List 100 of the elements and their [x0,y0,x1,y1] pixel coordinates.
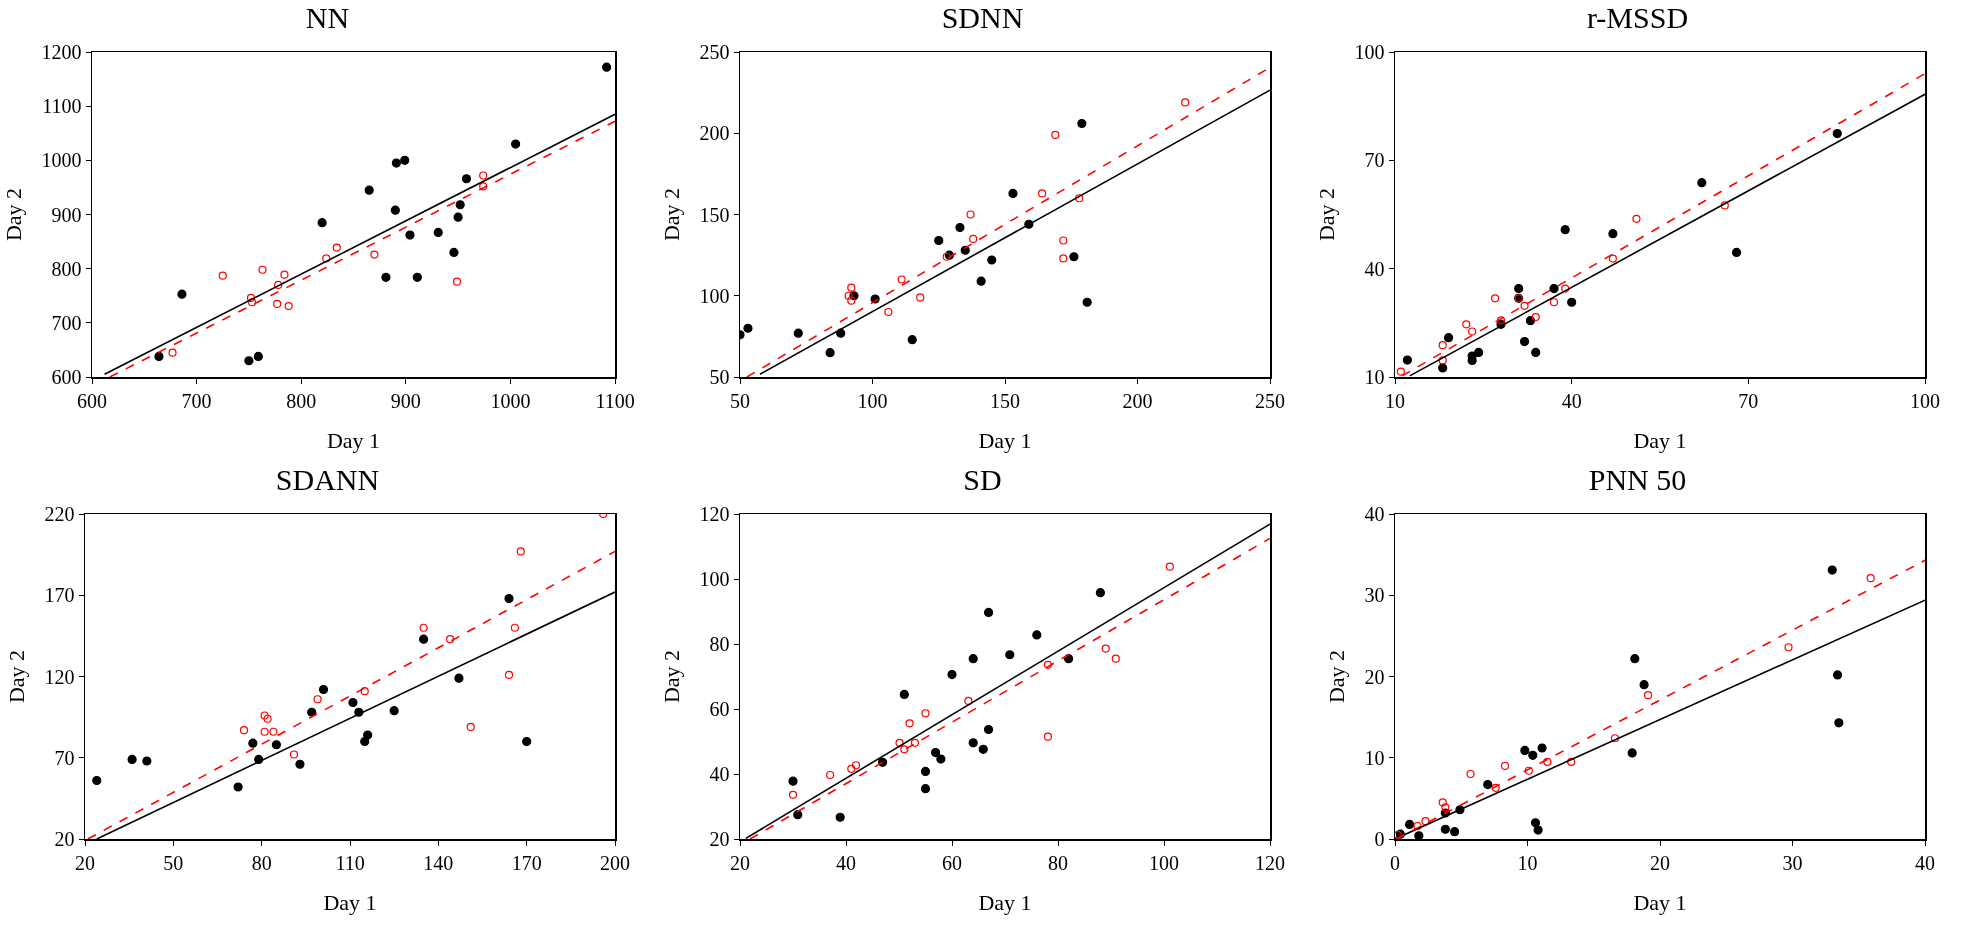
y-tick-label: 1200 [41,41,82,63]
chart-title: r-MSSD [1586,0,1689,34]
point [1402,355,1412,365]
chart-title: SD [963,462,1002,496]
point [1514,283,1524,294]
point [1075,194,1084,203]
x-tick-label: 700 [181,389,212,412]
point [239,726,249,735]
y-tick-label: 20 [709,828,730,850]
y-tick-label: 30 [1364,584,1385,607]
point [274,280,283,290]
point [1500,761,1510,770]
point [1421,817,1430,826]
x-tick-label: 600 [77,389,107,412]
point [177,289,187,299]
point [318,684,329,695]
point [452,277,462,286]
point [1632,214,1641,223]
y-tick-label: 70 [1364,149,1385,172]
point [390,205,400,215]
point [1643,691,1653,700]
point [233,782,243,792]
y-tick-label: 100 [699,284,730,307]
point [1832,670,1843,680]
point [504,593,514,604]
x-tick-label: 100 [1910,389,1940,412]
point [793,810,803,820]
point [788,790,798,799]
point [934,235,944,246]
point [1496,316,1506,325]
y-axis-title: Day 2 [658,649,684,704]
y-tick-label: 700 [51,311,82,334]
point [1404,819,1415,829]
y-tick-label: 900 [51,203,82,226]
point [1438,798,1447,807]
x-axis-title: Day 1 [323,890,377,916]
y-tick-label: 20 [1364,665,1385,688]
point [1441,803,1450,812]
x-tick-label: 1000 [490,389,531,412]
point [364,185,374,195]
y-tick-label: 40 [709,763,730,785]
point [964,696,973,705]
y-tick-label: 600 [51,366,82,388]
point [317,218,327,228]
point [1474,347,1484,358]
point [1468,327,1477,336]
x-tick-label: 800 [286,389,317,412]
y-axis-title: Day 2 [658,187,684,242]
point [847,764,856,773]
point [280,270,289,279]
point [455,200,465,210]
point [168,348,177,357]
y-tick-label: 1100 [42,95,82,118]
point [966,210,975,219]
point [1525,316,1536,326]
x-tick-label: 150 [990,389,1020,412]
point [936,754,946,764]
point [92,775,102,786]
x-tick-label: 60 [942,851,962,874]
point [1491,783,1500,792]
point [1095,588,1105,598]
point [258,265,267,274]
point [899,689,909,699]
x-tick-label: 10 [1517,851,1538,874]
point [370,250,379,259]
point [602,62,612,72]
x-tick-label: 0 [1390,851,1400,874]
point [1549,283,1559,294]
point [788,776,798,786]
point [154,351,164,362]
point [1082,297,1092,307]
point [271,740,281,750]
x-axis-title: Day 1 [978,890,1032,916]
point [1077,118,1087,129]
point [1059,254,1068,263]
point [825,348,835,358]
point [910,738,919,747]
point [332,243,341,252]
point [844,291,853,300]
point [851,761,861,770]
point [983,607,994,618]
x-tick-label: 100 [1149,851,1179,874]
point [1561,284,1570,293]
point [466,722,475,731]
point [743,323,753,333]
point [1440,824,1450,834]
point [479,171,488,180]
point [1720,201,1729,210]
x-tick-label: 200 [1122,389,1153,412]
chart-title: NN [305,0,350,34]
y-axis-title: Day 2 [0,187,26,242]
x-tick-label: 40 [1561,389,1582,412]
x-tick-label: 200 [600,851,630,874]
chart-title: SDNN [941,0,1024,34]
y-tick-label: 0 [1374,828,1385,850]
point [1438,341,1447,350]
y-tick-label: 220 [44,503,75,525]
point [1491,294,1500,303]
point [405,230,415,240]
point [1462,320,1471,329]
